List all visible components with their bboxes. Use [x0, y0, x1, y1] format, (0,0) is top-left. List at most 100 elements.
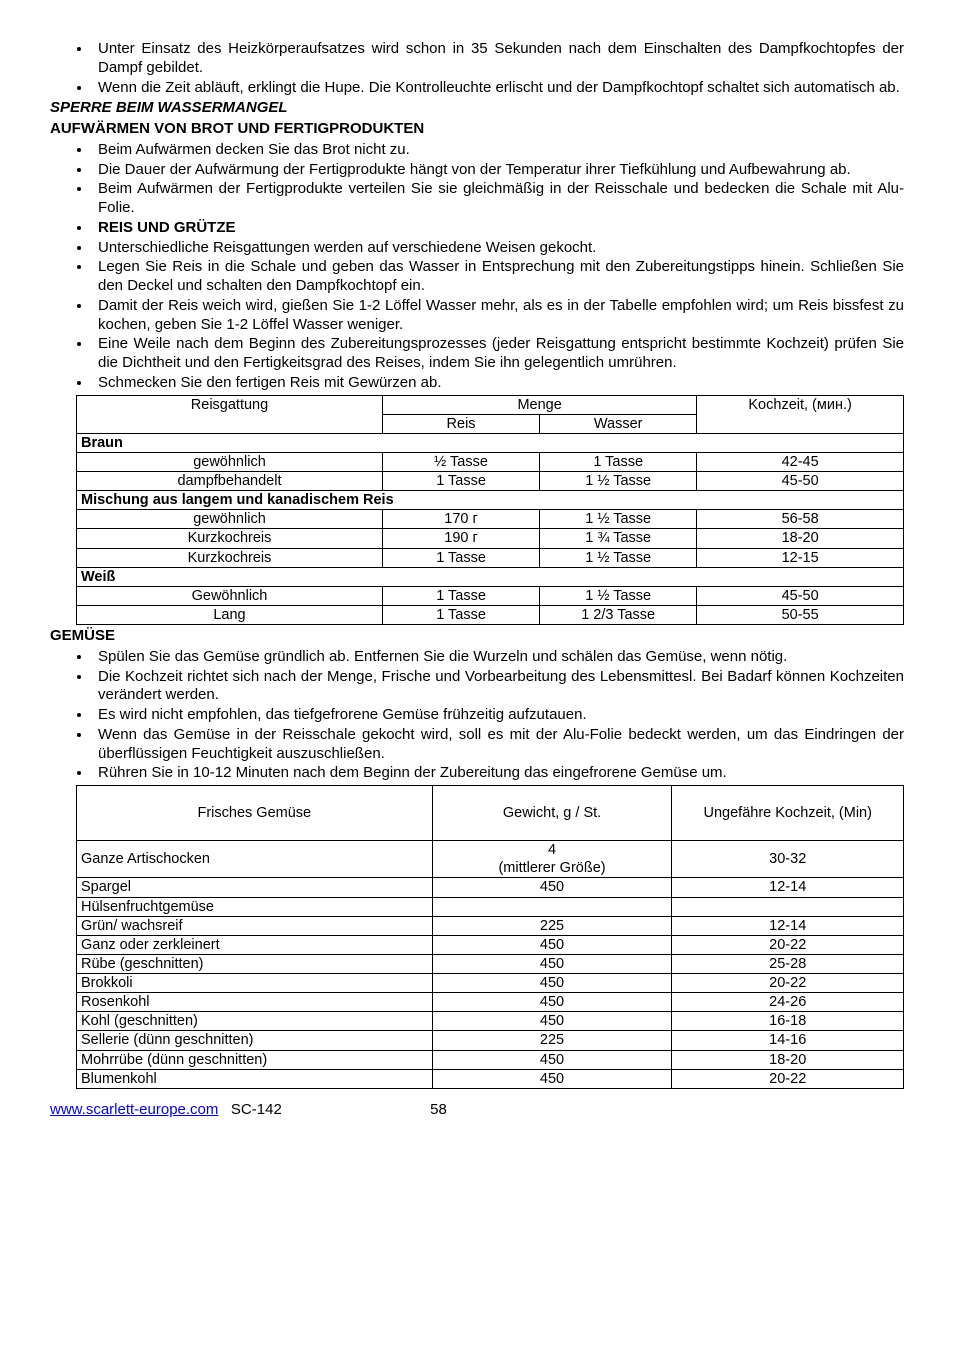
list-item: Unterschiedliche Reisgattungen werden au…	[92, 239, 904, 258]
gemuse-cell: Grün/ wachsreif	[77, 916, 433, 935]
list-item: Beim Aufwärmen decken Sie das Brot nicht…	[92, 141, 904, 160]
reis-cell: 1 ½ Tasse	[540, 472, 697, 491]
gemuse-cell: 20-22	[672, 974, 904, 993]
aufwaermen-heading: AUFWÄRMEN VON BROT UND FERTIGPRODUKTEN	[50, 120, 904, 139]
reis-cell: gewöhnlich	[77, 510, 383, 529]
reis-cell: ½ Tasse	[382, 452, 539, 471]
reis-cell: 12-15	[697, 548, 904, 567]
sperre-heading: SPERRE BEIM WASSERMANGEL	[50, 99, 904, 118]
gemuse-cell: 16-18	[672, 1012, 904, 1031]
gemuse-cell: 450	[432, 1012, 672, 1031]
intro-bullet-list: Unter Einsatz des Heizkörperaufsatzes wi…	[50, 40, 904, 97]
footer-model: SC-142	[231, 1101, 282, 1118]
gemuse-cell: 450	[432, 974, 672, 993]
reis-cell: dampfbehandelt	[77, 472, 383, 491]
gemuse-cell: 30-32	[672, 841, 904, 878]
reis-cell: 1 Tasse	[540, 452, 697, 471]
list-item: Rühren Sie in 10-12 Minuten nach dem Beg…	[92, 764, 904, 783]
reis-section-weiss: Weiß	[77, 567, 904, 586]
gemuse-cell: 4 (mittlerer Größe)	[432, 841, 672, 878]
footer-link[interactable]: www.scarlett-europe.com	[50, 1101, 218, 1118]
gemuse-cell: Blumenkohl	[77, 1069, 433, 1088]
reis-section-braun: Braun	[77, 433, 904, 452]
reis-table: Reisgattung Menge Kochzeit, (мин.) Reis …	[76, 395, 904, 626]
reis-col-wasser: Wasser	[540, 414, 697, 433]
gemuse-cell: Ganze Artischocken	[77, 841, 433, 878]
reis-cell: 170 г	[382, 510, 539, 529]
list-item: Beim Aufwärmen der Fertigprodukte vertei…	[92, 180, 904, 218]
gemuse-cell: Hülsenfruchtgemüse	[77, 897, 433, 916]
gemuse-col-time: Ungefähre Kochzeit, (Min)	[672, 786, 904, 841]
gemuse-cell: 20-22	[672, 1069, 904, 1088]
list-item: Die Kochzeit richtet sich nach der Menge…	[92, 668, 904, 706]
gemuse-cell: 25-28	[672, 954, 904, 973]
reis-cell: 190 г	[382, 529, 539, 548]
reis-cell: Kurzkochreis	[77, 548, 383, 567]
gemuse-cell: 450	[432, 993, 672, 1012]
footer-page-number: 58	[430, 1101, 447, 1118]
intro-bullet: Wenn die Zeit abläuft, erklingt die Hupe…	[92, 79, 904, 98]
page-footer: www.scarlett-europe.com SC-142 58	[50, 1101, 904, 1120]
gemuse-bullet-list: Spülen Sie das Gemüse gründlich ab. Entf…	[50, 648, 904, 783]
list-item: Wenn das Gemüse in der Reisschale gekoch…	[92, 726, 904, 764]
reis-cell: Lang	[77, 605, 383, 624]
gemuse-cell: 18-20	[672, 1050, 904, 1069]
gemuse-cell: 450	[432, 954, 672, 973]
reis-cell: 1 ¾ Tasse	[540, 529, 697, 548]
gemuse-cell: Ganz oder zerkleinert	[77, 935, 433, 954]
gemuse-cell	[432, 897, 672, 916]
gemuse-cell: 12-14	[672, 916, 904, 935]
reis-cell: Gewöhnlich	[77, 586, 383, 605]
gemuse-col-weight: Gewicht, g / St.	[432, 786, 672, 841]
reis-cell: 1 2/3 Tasse	[540, 605, 697, 624]
gemuse-cell: 14-16	[672, 1031, 904, 1050]
gemuse-table: Frisches Gemüse Gewicht, g / St. Ungefäh…	[76, 785, 904, 1089]
gemuse-cell: 20-22	[672, 935, 904, 954]
aufwaermen-bullet-list: Beim Aufwärmen decken Sie das Brot nicht…	[50, 141, 904, 393]
gemuse-cell: Spargel	[77, 878, 433, 897]
reis-col-reis: Reis	[382, 414, 539, 433]
gemuse-cell: Rübe (geschnitten)	[77, 954, 433, 973]
list-item: Eine Weile nach dem Beginn des Zubereitu…	[92, 335, 904, 373]
reis-cell: 50-55	[697, 605, 904, 624]
list-item: Damit der Reis weich wird, gießen Sie 1-…	[92, 297, 904, 335]
gemuse-cell: Kohl (geschnitten)	[77, 1012, 433, 1031]
gemuse-cell: 225	[432, 1031, 672, 1050]
reis-cell: 1 ½ Tasse	[540, 586, 697, 605]
reis-cell: 1 Tasse	[382, 548, 539, 567]
gemuse-cell: 450	[432, 878, 672, 897]
reis-cell: 1 Tasse	[382, 586, 539, 605]
reis-cell: 45-50	[697, 586, 904, 605]
list-item: Spülen Sie das Gemüse gründlich ab. Entf…	[92, 648, 904, 667]
reis-col-menge: Menge	[382, 395, 696, 414]
reis-col-kochzeit: Kochzeit, (мин.)	[697, 395, 904, 433]
gemuse-cell: 450	[432, 935, 672, 954]
reis-cell: 56-58	[697, 510, 904, 529]
reis-heading-text: REIS UND GRÜTZE	[98, 219, 236, 236]
reis-cell: 45-50	[697, 472, 904, 491]
reis-cell: 1 Tasse	[382, 605, 539, 624]
gemuse-cell: 450	[432, 1050, 672, 1069]
intro-bullet: Unter Einsatz des Heizkörperaufsatzes wi…	[92, 40, 904, 78]
list-item: Die Dauer der Aufwärmung der Fertigprodu…	[92, 161, 904, 180]
list-item: Schmecken Sie den fertigen Reis mit Gewü…	[92, 374, 904, 393]
reis-cell: Kurzkochreis	[77, 529, 383, 548]
gemuse-cell: 12-14	[672, 878, 904, 897]
gemuse-cell: 24-26	[672, 993, 904, 1012]
reis-section-mischung: Mischung aus langem und kanadischem Reis	[77, 491, 904, 510]
gemuse-cell: 450	[432, 1069, 672, 1088]
gemuse-cell: Rosenkohl	[77, 993, 433, 1012]
reis-cell: 1 ½ Tasse	[540, 510, 697, 529]
reis-cell: 1 ½ Tasse	[540, 548, 697, 567]
reis-cell: 1 Tasse	[382, 472, 539, 491]
gemuse-col-name: Frisches Gemüse	[77, 786, 433, 841]
gemuse-cell: Sellerie (dünn geschnitten)	[77, 1031, 433, 1050]
gemuse-heading: GEMÜSE	[50, 627, 904, 646]
gemuse-cell: Brokkoli	[77, 974, 433, 993]
gemuse-cell: 225	[432, 916, 672, 935]
gemuse-cell: Mohrrübe (dünn geschnitten)	[77, 1050, 433, 1069]
gemuse-cell	[672, 897, 904, 916]
reis-col-reisgattung: Reisgattung	[77, 395, 383, 433]
list-item: Es wird nicht empfohlen, das tiefgefrore…	[92, 706, 904, 725]
reis-heading-bullet: REIS UND GRÜTZE	[92, 219, 904, 238]
